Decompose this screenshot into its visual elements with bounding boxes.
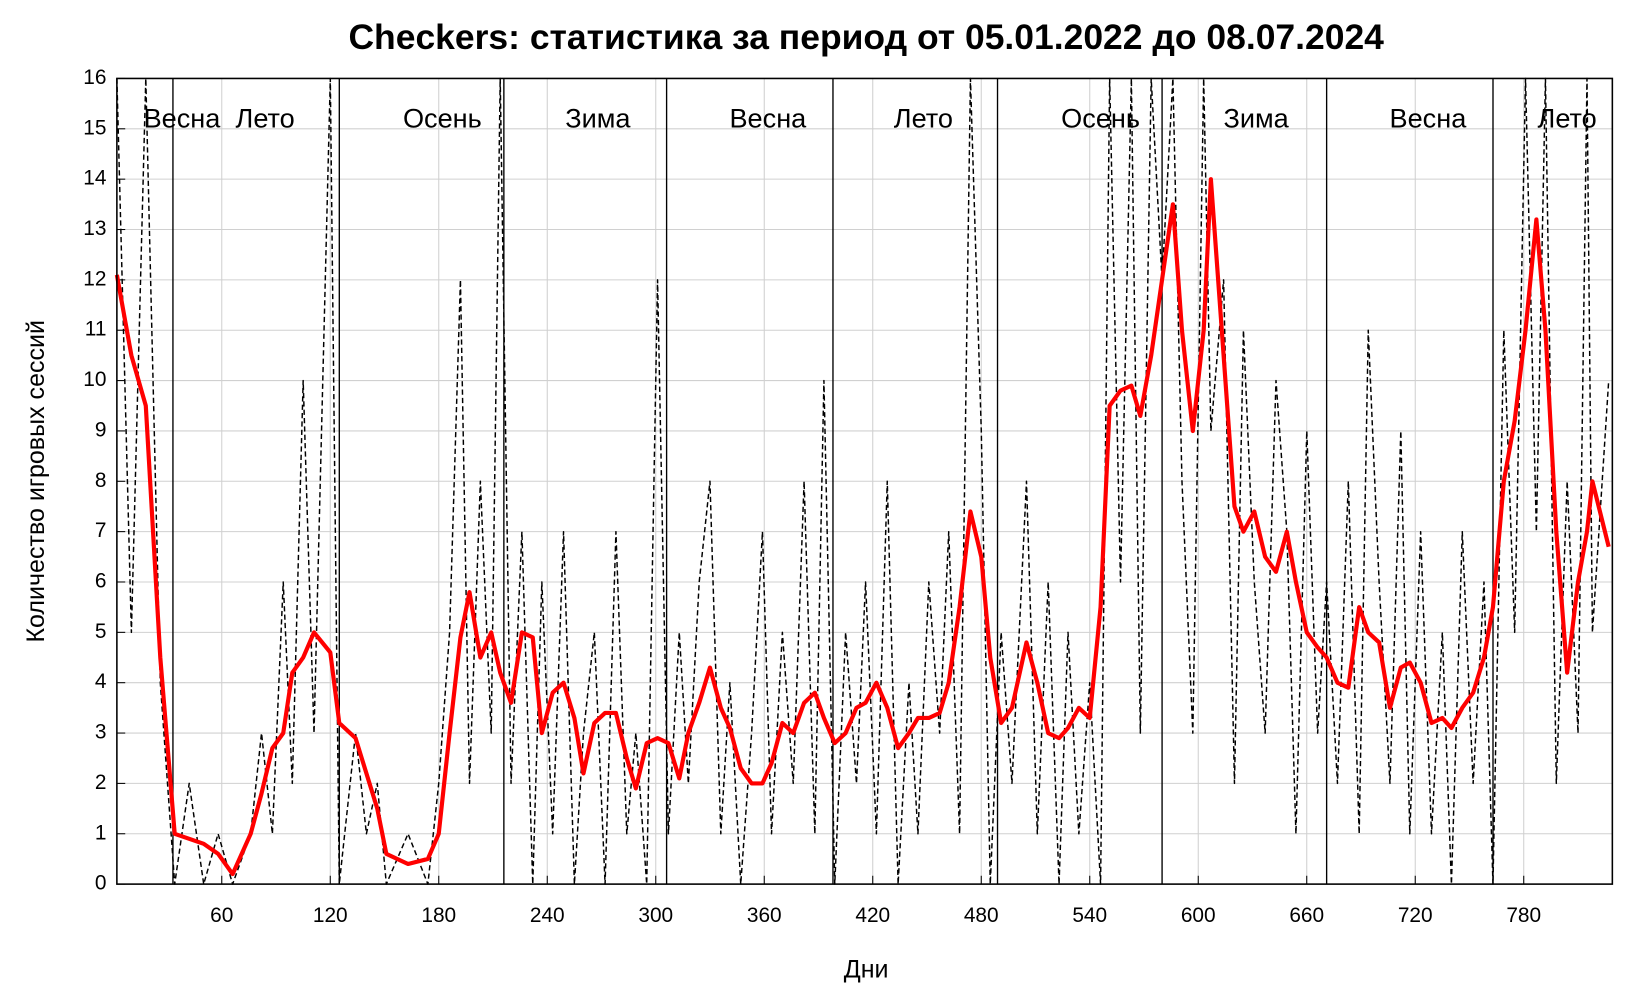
x-tick-label: 420 <box>855 904 890 927</box>
x-tick-label: 660 <box>1289 904 1324 927</box>
x-tick-label: 300 <box>638 904 673 927</box>
y-tick-label: 0 <box>95 872 107 895</box>
y-tick-label: 10 <box>83 368 106 391</box>
season-label: Весна <box>144 102 222 133</box>
y-tick-label: 15 <box>83 116 106 139</box>
y-tick-label: 8 <box>95 469 107 492</box>
x-tick-label: 780 <box>1506 904 1541 927</box>
y-tick-label: 13 <box>83 217 106 240</box>
y-tick-label: 11 <box>85 318 107 341</box>
season-label: Зима <box>565 102 631 133</box>
x-tick-label: 720 <box>1398 904 1433 927</box>
season-label: Весна <box>729 102 807 133</box>
y-tick-label: 2 <box>95 771 107 794</box>
season-label: Весна <box>1389 102 1467 133</box>
x-axis-label: Дни <box>844 955 889 983</box>
y-tick-label: 4 <box>95 670 107 693</box>
y-tick-label: 3 <box>95 721 107 744</box>
x-tick-label: 120 <box>313 904 348 927</box>
season-label: Зима <box>1223 102 1289 133</box>
chart-title: Checkers: статистика за период от 05.01.… <box>348 17 1384 57</box>
y-tick-label: 5 <box>95 620 107 643</box>
y-tick-label: 6 <box>95 570 107 593</box>
season-label: Осень <box>403 102 482 133</box>
plot-frame <box>116 77 1614 885</box>
x-tick-label: 180 <box>421 904 456 927</box>
y-tick-label: 1 <box>95 821 107 844</box>
x-tick-label: 240 <box>530 904 565 927</box>
season-label: Лето <box>1538 102 1597 133</box>
season-label: Лето <box>236 102 295 133</box>
x-tick-label: 480 <box>964 904 999 927</box>
x-tick-label: 540 <box>1072 904 1107 927</box>
smoothed-line <box>114 177 1611 877</box>
daily-line <box>116 77 1610 885</box>
x-tick-label: 60 <box>210 904 233 927</box>
x-tick-label: 600 <box>1181 904 1216 927</box>
y-axis-label: Количество игровых сессий <box>22 320 50 643</box>
y-tick-label: 7 <box>95 519 107 542</box>
season-label: Осень <box>1061 102 1140 133</box>
y-tick-label: 12 <box>83 267 106 290</box>
y-tick-label: 14 <box>83 167 106 190</box>
season-label: Лето <box>894 102 953 133</box>
y-tick-label: 16 <box>83 66 106 89</box>
y-tick-label: 9 <box>95 418 107 441</box>
x-tick-label: 360 <box>747 904 782 927</box>
